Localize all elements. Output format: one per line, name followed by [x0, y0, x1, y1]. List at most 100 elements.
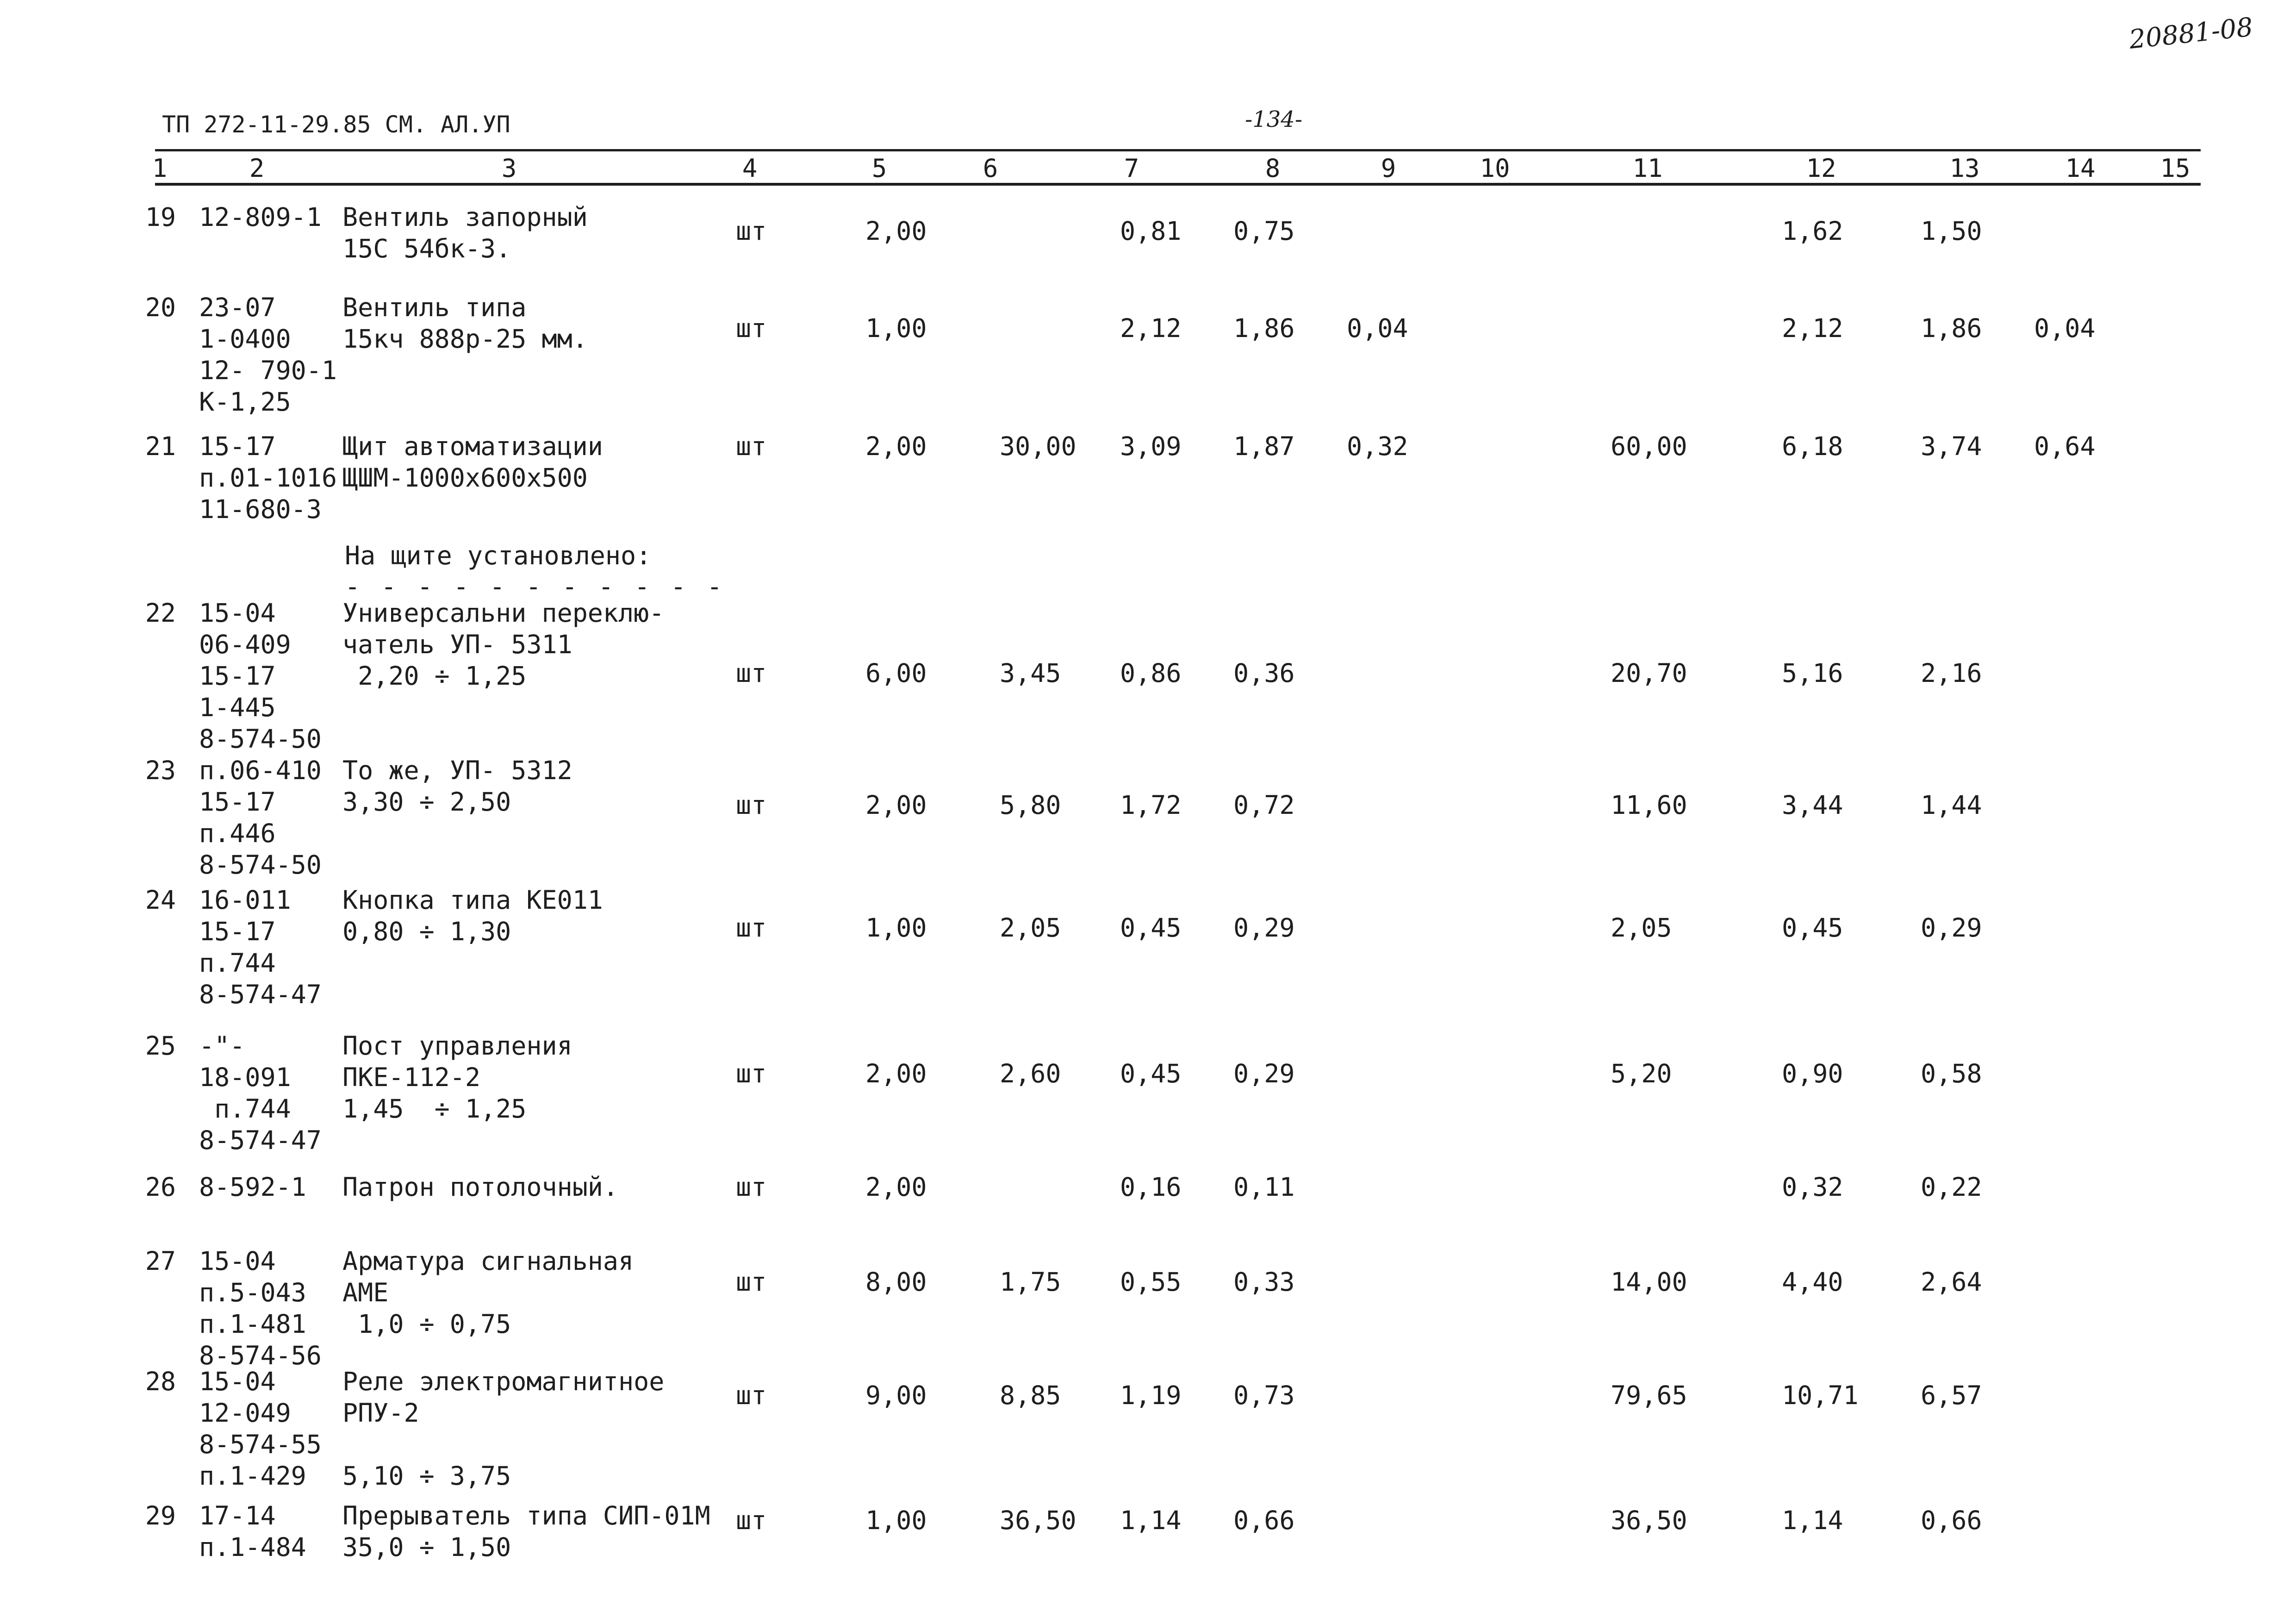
row-value-c6: 36,50 [1000, 1505, 1076, 1535]
row-value-c7: 0,45 [1120, 1059, 1182, 1088]
page-number: -134- [1245, 106, 1303, 132]
row-value-c8: 0,33 [1233, 1267, 1295, 1297]
row-code: 15-04 06-409 15-17 1-445 8-574-50 [199, 598, 322, 754]
row-name: Пост управления ПКЕ-112-2 1,45 ÷ 1,25 [342, 1031, 572, 1124]
column-number-2: 2 [249, 154, 265, 183]
row-unit: шт [736, 313, 767, 343]
row-name: Вентиль запорный 15С 54бк-3. [342, 202, 588, 263]
row-value-c6: 2,60 [1000, 1059, 1061, 1088]
column-number-13: 13 [1949, 154, 1980, 183]
row-code: 15-17 п.01-1016 11-680-3 [199, 431, 337, 524]
subheading-dashes: - - - - - - - - - - - [345, 572, 725, 601]
row-code: п.06-410 15-17 п.446 8-574-50 [199, 756, 322, 880]
row-value-c12: 0,32 [1782, 1172, 1843, 1202]
row-value-c7: 1,14 [1120, 1505, 1182, 1535]
row-value-c6: 2,05 [1000, 913, 1061, 943]
row-value-c5: 1,00 [865, 913, 927, 943]
row-value-c5: 6,00 [865, 658, 927, 688]
row-value-c5: 9,00 [865, 1380, 927, 1410]
row-value-c5: 1,00 [865, 313, 927, 343]
document-reference: ТП 272-11-29.85 СМ. АЛ.УП [162, 111, 510, 138]
row-value-c13: 2,64 [1921, 1267, 1982, 1297]
table-top-rule [155, 149, 2201, 151]
row-value-c14: 0,04 [2034, 313, 2096, 343]
row-unit: шт [736, 1505, 767, 1535]
row-name: Вентиль типа 15кч 888р-25 мм. [342, 293, 588, 354]
row-value-c13: 1,50 [1921, 216, 1982, 246]
row-code: -"- 18-091 п.744 8-574-47 [199, 1031, 322, 1155]
row-value-c12: 1,62 [1782, 216, 1843, 246]
column-number-6: 6 [983, 154, 998, 183]
row-value-c11: 11,60 [1611, 790, 1687, 820]
row-value-c6: 3,45 [1000, 658, 1061, 688]
column-number-4: 4 [742, 154, 758, 183]
column-number-15: 15 [2160, 154, 2190, 183]
row-code: 12-809-1 [199, 202, 322, 232]
row-value-c13: 2,16 [1921, 658, 1982, 688]
row-unit: шт [736, 913, 767, 943]
row-code: 15-04 12-049 8-574-55 п.1-429 [199, 1367, 322, 1491]
row-name: Арматура сигнальная АМЕ 1,0 ÷ 0,75 [342, 1246, 634, 1339]
column-number-5: 5 [871, 154, 887, 183]
row-value-c8: 0,73 [1233, 1380, 1295, 1410]
row-value-c8: 0,66 [1233, 1505, 1295, 1535]
column-number-14: 14 [2065, 154, 2096, 183]
row-value-c12: 6,18 [1782, 431, 1843, 461]
row-value-c7: 1,19 [1120, 1380, 1182, 1410]
row-name: Щит автоматизации ЩШМ-1000x600x500 [342, 431, 603, 493]
row-value-c12: 5,16 [1782, 658, 1843, 688]
row-value-c6: 30,00 [1000, 431, 1076, 461]
table-header-rule [155, 183, 2201, 186]
row-code: 16-011 15-17 п.744 8-574-47 [199, 885, 322, 1009]
row-value-c6: 5,80 [1000, 790, 1061, 820]
row-number: 24 [145, 885, 176, 915]
column-number-3: 3 [501, 154, 517, 183]
column-number-7: 7 [1124, 154, 1139, 183]
row-number: 27 [145, 1246, 176, 1276]
row-value-c11: 14,00 [1611, 1267, 1687, 1297]
row-value-c5: 2,00 [865, 216, 927, 246]
row-unit: шт [736, 658, 767, 688]
column-number-1: 1 [152, 154, 168, 183]
row-number: 19 [145, 202, 176, 232]
row-unit: шт [736, 216, 767, 246]
row-value-c13: 3,74 [1921, 431, 1982, 461]
row-code: 15-04 п.5-043 п.1-481 8-574-56 [199, 1246, 322, 1370]
row-value-c7: 0,81 [1120, 216, 1182, 246]
row-number: 28 [145, 1367, 176, 1396]
column-number-11: 11 [1632, 154, 1663, 183]
row-unit: шт [736, 1059, 767, 1088]
row-code: 8-592-1 [199, 1172, 306, 1202]
row-value-c12: 0,90 [1782, 1059, 1843, 1088]
row-number: 26 [145, 1172, 176, 1202]
row-name: То же, УП- 5312 3,30 ÷ 2,50 [342, 756, 572, 817]
row-number: 21 [145, 431, 176, 461]
row-value-c12: 3,44 [1782, 790, 1843, 820]
row-value-c5: 8,00 [865, 1267, 927, 1297]
row-value-c5: 2,00 [865, 1172, 927, 1202]
row-value-c11: 20,70 [1611, 658, 1687, 688]
row-value-c5: 1,00 [865, 1505, 927, 1535]
column-number-10: 10 [1480, 154, 1510, 183]
row-value-c5: 2,00 [865, 1059, 927, 1088]
row-value-c8: 0,36 [1233, 658, 1295, 688]
row-name: Универсальни переклю- чатель УП- 5311 2,… [342, 598, 665, 691]
row-value-c7: 2,12 [1120, 313, 1182, 343]
row-value-c8: 0,29 [1233, 1059, 1295, 1088]
row-value-c8: 0,11 [1233, 1172, 1295, 1202]
row-number: 29 [145, 1501, 176, 1530]
row-value-c7: 3,09 [1120, 431, 1182, 461]
row-value-c12: 10,71 [1782, 1380, 1859, 1410]
row-name: Реле электромагнитное РПУ-2 5,10 ÷ 3,75 [342, 1367, 665, 1491]
row-unit: шт [736, 431, 767, 461]
row-value-c12: 0,45 [1782, 913, 1843, 943]
column-number-12: 12 [1806, 154, 1836, 183]
row-value-c9: 0,04 [1347, 313, 1408, 343]
row-value-c8: 1,87 [1233, 431, 1295, 461]
row-value-c7: 0,16 [1120, 1172, 1182, 1202]
row-value-c13: 6,57 [1921, 1380, 1982, 1410]
row-value-c14: 0,64 [2034, 431, 2096, 461]
row-value-c11: 2,05 [1611, 913, 1672, 943]
row-value-c8: 0,75 [1233, 216, 1295, 246]
